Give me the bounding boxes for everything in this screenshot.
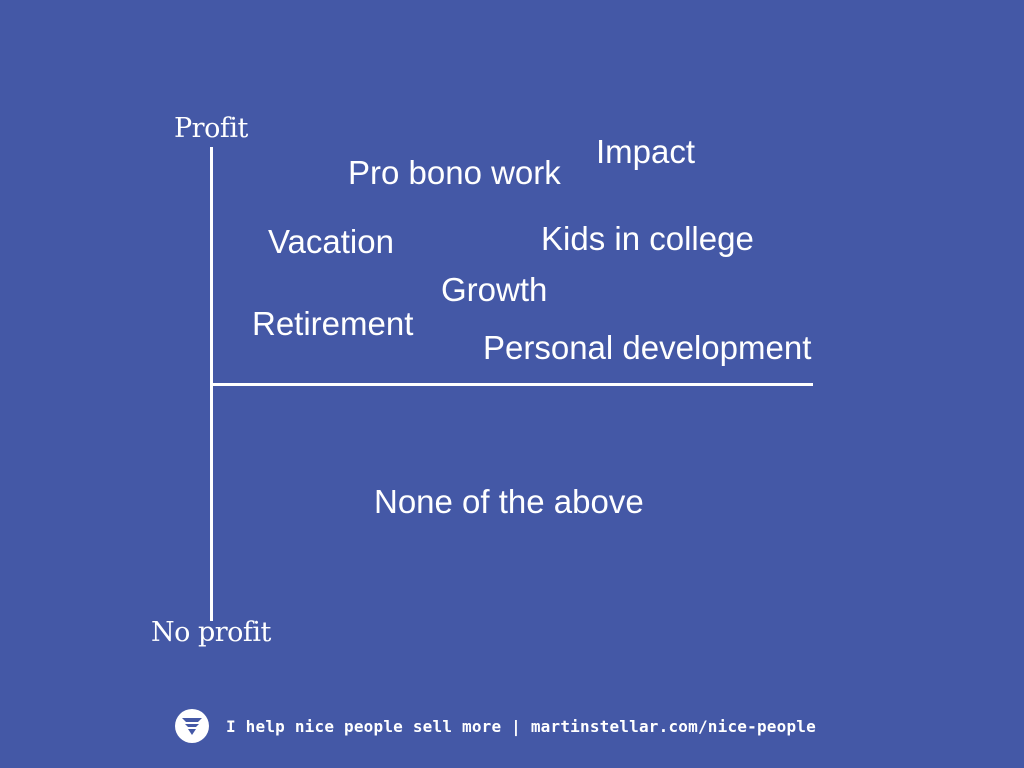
funnel-badge-icon xyxy=(175,709,209,743)
vertical-axis-line xyxy=(210,147,213,621)
footer-tagline: I help nice people sell more | martinste… xyxy=(226,716,816,736)
horizontal-axis-line xyxy=(213,383,813,386)
item-growth: Growth xyxy=(441,271,548,308)
axis-label-no-profit: No profit xyxy=(151,617,271,648)
footer: I help nice people sell more | martinste… xyxy=(174,708,816,744)
item-personal-development: Personal development xyxy=(483,329,812,366)
item-kids-in-college: Kids in college xyxy=(541,220,754,257)
item-retirement: Retirement xyxy=(252,305,414,342)
axis-label-profit: Profit xyxy=(174,113,248,144)
item-none-of-the-above: None of the above xyxy=(374,483,644,520)
item-impact: Impact xyxy=(596,133,696,170)
item-pro-bono-work: Pro bono work xyxy=(348,154,561,191)
item-vacation: Vacation xyxy=(268,223,394,260)
